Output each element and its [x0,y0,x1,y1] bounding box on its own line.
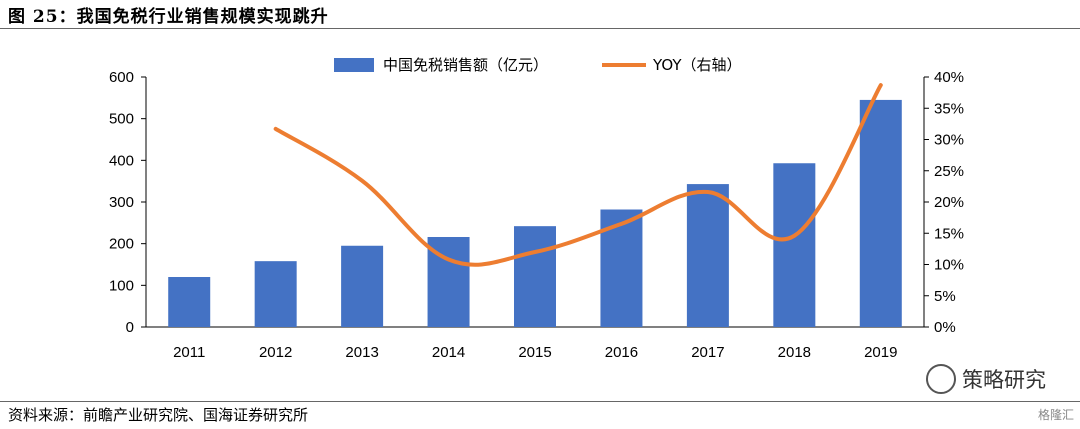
x-tick-label: 2013 [345,344,378,361]
x-tick-label: 2012 [259,344,292,361]
x-tick-label: 2019 [864,344,897,361]
y2-tick-label: 5% [934,288,956,305]
yoy-line [273,83,883,267]
y-tick-label: 0 [126,319,134,336]
watermark-text: 策略研究 [962,368,1046,392]
bar [686,184,729,327]
y2-tick-label: 25% [934,163,964,180]
legend: 中国免税销售额（亿元） YOY（右轴） [334,56,742,74]
y-tick-label: 500 [109,111,134,128]
legend-bar-label: 中国免税销售额（亿元） [383,56,548,74]
source-note: 资料来源：前瞻产业研究院、国海证券研究所 [8,406,309,424]
top-rule [0,28,1080,29]
y-tick-label: 200 [109,236,134,253]
legend-line-label: YOY（右轴） [652,56,742,74]
legend-bar-swatch [334,58,374,72]
x-tick-label: 2011 [173,344,205,361]
watermark-secondary: 格隆汇 [1037,408,1074,422]
bar [254,261,297,327]
bottom-rule [0,401,1080,402]
watermark: 策略研究 [926,364,1046,394]
x-tick-label: 2017 [691,344,724,361]
y2-tick-label: 30% [934,132,964,149]
y2-tick-label: 20% [934,194,964,211]
figure-title: 图 25：我国免税行业销售规模实现跳升 [8,7,329,27]
x-tick-label: 2014 [432,344,465,361]
y2-tick-label: 10% [934,257,964,274]
y-tick-label: 400 [109,152,134,169]
y2-tick-label: 0% [934,319,956,336]
y-tick-label: 300 [109,194,134,211]
y2-tick-label: 35% [934,100,964,117]
bar [773,163,816,327]
wechat-icon [926,364,956,394]
y-tick-label: 100 [109,277,134,294]
x-tick-label: 2016 [605,344,638,361]
y2-tick-label: 40% [934,69,964,86]
y-tick-label: 600 [109,69,134,86]
ticks: 0 100 200 300 400 500 600 0% 5% 10% 15% 20% 25% 30% 35… [109,69,964,361]
y2-tick-label: 15% [934,225,964,242]
yoy-line-path [273,83,883,267]
bar [859,99,902,328]
bars [168,99,902,328]
bar [514,226,556,327]
x-tick-label: 2015 [518,344,551,361]
x-tick-label: 2018 [778,344,811,361]
bar [168,277,211,327]
bar [341,245,384,327]
